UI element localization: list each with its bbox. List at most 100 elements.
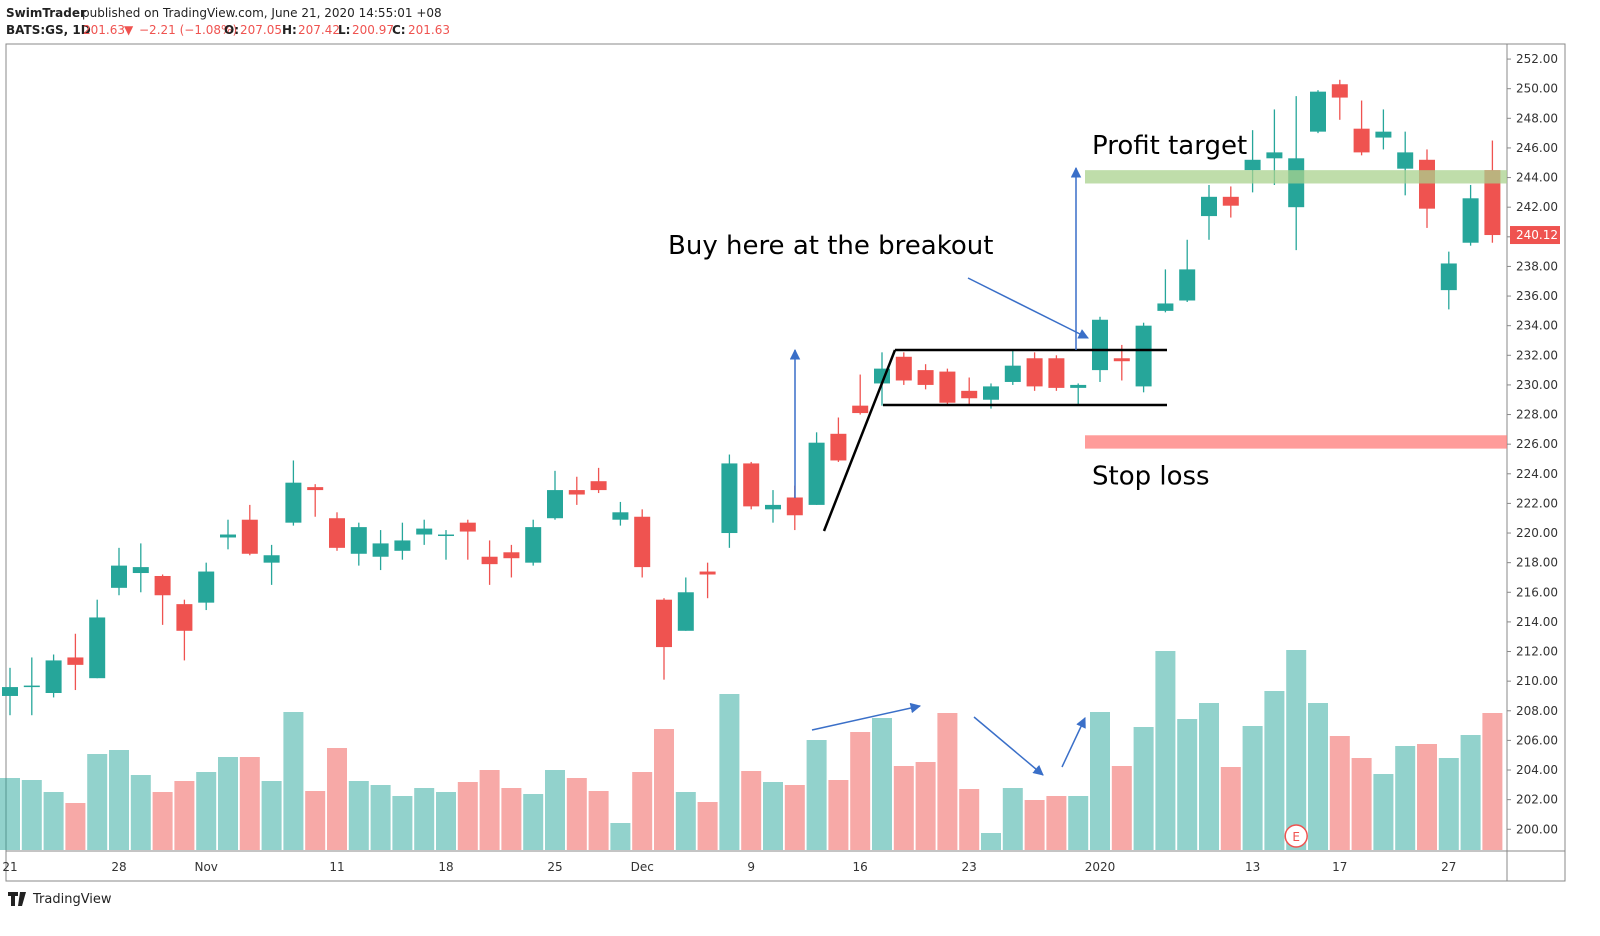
volume-bar [675,792,696,850]
candle-body [1135,325,1152,387]
volume-bar [1220,767,1241,850]
volume-bar [1177,719,1198,850]
volume-bar [654,729,674,850]
candle-body [590,481,607,491]
volume-bar [174,781,195,850]
volume-bar [196,772,217,850]
volume-bar [479,770,500,850]
volume-bar [152,792,173,850]
candle-body [176,604,193,631]
candle-body [45,660,62,693]
candle-body [23,685,40,688]
volume-bar [327,748,347,850]
candle-body [1004,365,1021,382]
volume-bar [828,780,849,850]
x-tick-label: 17 [1332,860,1347,874]
volume-bar [305,791,326,850]
candle-body [350,527,367,554]
volume-bar [1286,650,1307,850]
candle-body [1397,152,1414,169]
y-tick-label: 246.00 [1516,141,1558,155]
volume-bar [21,780,42,850]
candle-body [132,567,149,574]
volume-bar [1395,746,1416,850]
brand: TradingView [32,892,112,907]
volume-bar [893,766,914,850]
candle-body [220,534,236,538]
x-tick-label: 2020 [1085,860,1116,874]
volume-bar [457,782,478,850]
candle-body [568,490,585,495]
candle-body [1070,384,1087,388]
volume-bar [1242,726,1263,850]
change: −2.21 (−1.08%) [139,23,237,37]
y-tick-label: 222.00 [1516,496,1558,510]
x-tick-label: 11 [329,860,344,874]
candle-body [1462,198,1479,243]
published: published on TradingView.com, June 21, 2… [82,6,442,20]
volume-bar [1373,774,1394,850]
candle-body [503,552,520,559]
candle-body [481,556,498,565]
candle-body [743,463,760,507]
author: SwimTrader [6,6,86,20]
volume-bar [1002,788,1023,850]
x-tick-label: Nov [194,860,217,874]
y-tick-label: 238.00 [1516,259,1558,273]
candle-body [1440,263,1457,291]
volume-bar [1460,735,1481,850]
volume-bar [239,757,260,850]
candle-body [2,687,18,696]
candle-body [808,442,825,505]
candle-body [612,512,629,520]
x-tick-label: 18 [438,860,453,874]
y-tick-label: 234.00 [1516,319,1558,333]
zone [1085,435,1507,449]
volume-bar [109,750,129,850]
zone-label: Stop loss [1092,462,1210,492]
y-tick-label: 242.00 [1516,200,1558,214]
volume-bar [1308,703,1328,850]
candle-body [1484,170,1501,236]
volume-bar [915,762,936,850]
volume-bar [1046,796,1067,850]
open: 207.05 [240,23,282,37]
y-tick-label: 244.00 [1516,171,1558,185]
candle-body [1048,358,1065,388]
y-tick-label: 204.00 [1516,763,1558,777]
x-tick-label: 23 [962,860,977,874]
candle-body [263,555,280,563]
candle-body [307,487,324,491]
y-tick-label: 232.00 [1516,348,1558,362]
volume-bar [1482,713,1503,850]
candle-body [329,518,345,548]
volume-bar [545,770,565,850]
y-tick-label: 212.00 [1516,645,1558,659]
candle-body [939,371,956,403]
volume-bar [1155,651,1176,850]
candle-body [699,571,716,575]
y-tick-label: 252.00 [1516,52,1558,66]
high-label: H: [282,23,297,37]
candle-body [895,356,912,381]
candle-body [786,497,803,516]
candle-body [1331,84,1348,98]
zone-label: Profit target [1092,131,1247,161]
footer: TradingView [8,892,112,907]
volume-arrow [973,716,1044,776]
volume-bar [610,823,631,850]
volume-bar [697,802,718,850]
open-label: O: [224,23,239,37]
last-price: 201.63 [83,23,125,37]
candle-body [1201,196,1217,217]
volume-bar [959,789,980,850]
volume-bar [850,732,871,850]
low: 200.97 [352,23,394,37]
change-arrow: ▼ [124,23,134,37]
volume-bar [1068,796,1089,850]
y-tick-label: 230.00 [1516,378,1558,392]
volume-bar [981,833,1001,850]
candle-body [1375,131,1392,138]
high: 207.42 [298,23,340,37]
candle-body [154,575,171,596]
